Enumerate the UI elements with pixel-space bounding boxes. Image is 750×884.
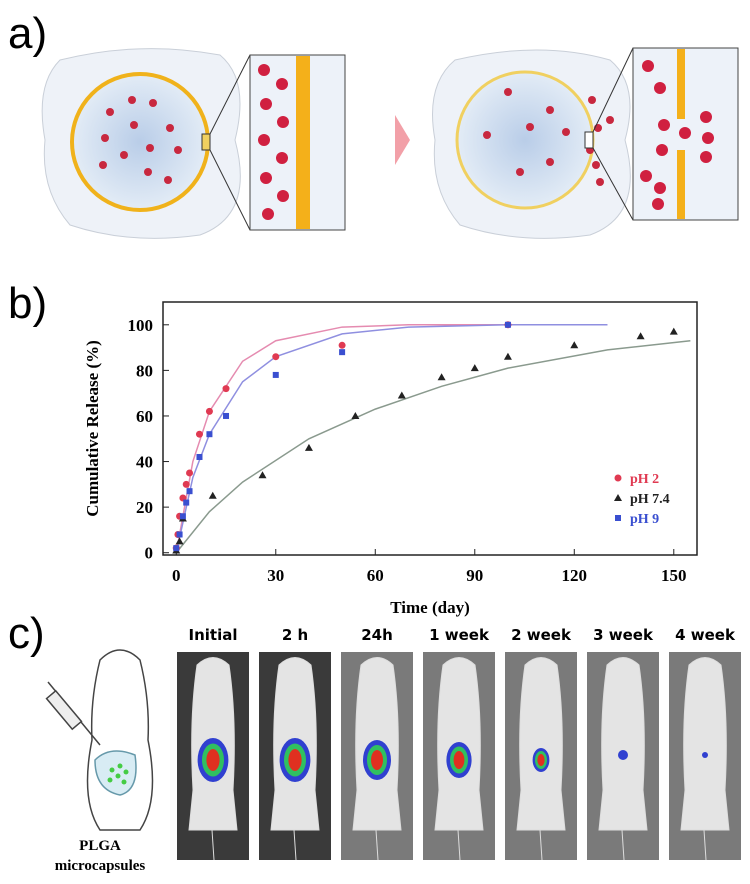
signal xyxy=(206,749,220,771)
signal xyxy=(371,750,383,770)
plot-frame xyxy=(162,301,698,556)
point xyxy=(206,431,213,438)
point xyxy=(173,545,180,552)
legend-marker xyxy=(614,494,622,501)
timepoint-label: 2 h xyxy=(282,626,308,644)
point xyxy=(208,491,217,499)
point xyxy=(437,373,446,381)
y-tick-label: 80 xyxy=(136,361,153,380)
point xyxy=(179,513,186,520)
point xyxy=(205,407,213,415)
legend-marker xyxy=(615,515,621,521)
point xyxy=(183,499,190,506)
point xyxy=(503,352,512,360)
point xyxy=(186,488,193,495)
point xyxy=(339,349,346,356)
y-tick-label: 60 xyxy=(136,407,153,426)
timepoint-label: 1 week xyxy=(429,626,490,644)
arrow xyxy=(395,115,410,165)
timepoint-label: 2 week xyxy=(511,626,572,644)
point xyxy=(669,327,678,335)
y-tick-label: 0 xyxy=(145,544,154,563)
fit-curve xyxy=(175,340,691,554)
y-tick-label: 100 xyxy=(128,316,154,335)
legend-label: pH 9 xyxy=(630,512,659,527)
capsule-intact xyxy=(41,48,346,239)
point xyxy=(222,385,230,393)
x-tick-label: 0 xyxy=(172,566,181,585)
point xyxy=(304,443,313,451)
caption: PLGA xyxy=(79,838,121,854)
signal xyxy=(537,754,545,766)
caption: microcapsules xyxy=(55,858,146,874)
point xyxy=(504,321,511,328)
y-tick-label: 20 xyxy=(136,498,153,517)
x-axis-label: Time (day) xyxy=(390,598,470,617)
point xyxy=(176,531,183,538)
panel-label: a) xyxy=(8,9,47,58)
point xyxy=(258,471,267,479)
x-tick-label: 90 xyxy=(466,566,483,585)
point xyxy=(196,453,203,460)
point xyxy=(397,391,406,399)
x-tick-label: 120 xyxy=(562,566,588,585)
point xyxy=(636,332,645,340)
signal xyxy=(618,750,628,760)
point xyxy=(338,341,346,349)
timepoint-label: Initial xyxy=(189,626,238,644)
signal xyxy=(288,749,302,771)
point xyxy=(272,353,280,361)
point xyxy=(223,412,230,419)
legend-label: pH 2 xyxy=(630,472,659,487)
legend-label: pH 7.4 xyxy=(630,492,670,507)
release-chart: 0 20 40 60 80 100 0 30 60 90 120 150 Time (day) Cumul… xyxy=(83,301,698,617)
mouse-sketch xyxy=(45,649,154,831)
panel-label: c) xyxy=(8,609,45,658)
point xyxy=(272,371,279,378)
point xyxy=(470,364,479,372)
imaging-row: Initial 2 h 24h 1 week 2 week 3 week 4 week xyxy=(177,626,741,861)
timepoint-label: 24h xyxy=(361,626,393,644)
point xyxy=(195,430,203,438)
x-tick-label: 60 xyxy=(367,566,384,585)
fit-curve xyxy=(175,324,608,553)
capsule-released xyxy=(432,47,739,239)
signal xyxy=(702,752,708,758)
point xyxy=(182,480,190,488)
fit-curve xyxy=(175,324,608,553)
y-tick-label: 40 xyxy=(136,453,153,472)
timepoint-label: 3 week xyxy=(593,626,654,644)
timepoint-label: 4 week xyxy=(675,626,736,644)
legend-marker xyxy=(614,474,622,482)
point xyxy=(175,537,184,545)
x-tick-label: 150 xyxy=(661,566,687,585)
point xyxy=(186,469,194,477)
mouse xyxy=(680,657,730,861)
panel-label: b) xyxy=(8,279,47,328)
y-axis-label: Cumulative Release (%) xyxy=(83,340,102,517)
point xyxy=(570,341,579,349)
signal xyxy=(453,751,465,769)
point xyxy=(351,411,360,419)
x-tick-label: 30 xyxy=(267,566,284,585)
